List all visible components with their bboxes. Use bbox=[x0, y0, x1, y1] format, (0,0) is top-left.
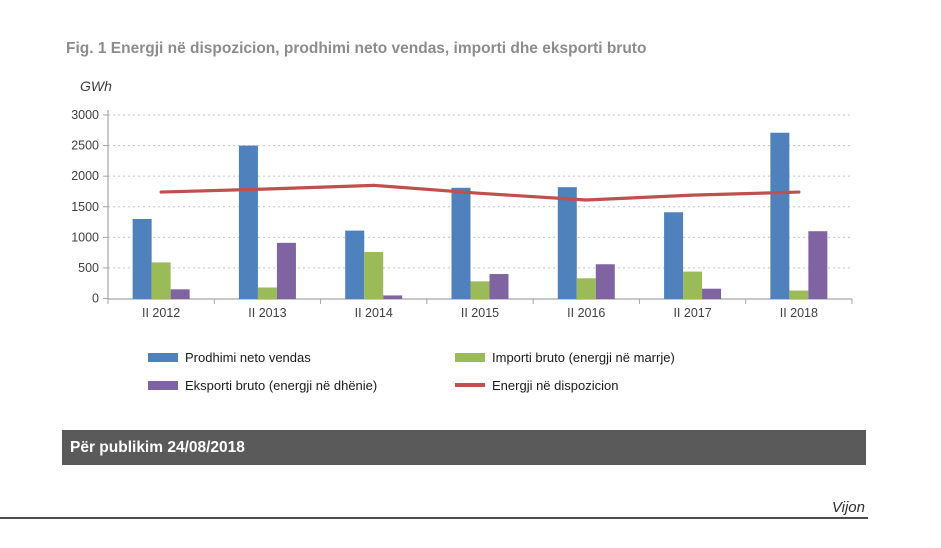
x-category-label: II 2018 bbox=[780, 306, 818, 320]
y-axis-unit-label: GWh bbox=[80, 78, 112, 94]
bar bbox=[808, 231, 828, 299]
bar bbox=[702, 288, 722, 299]
bar bbox=[257, 287, 277, 299]
y-tick-label: 1500 bbox=[71, 200, 99, 214]
bar bbox=[383, 295, 403, 299]
publication-date-bar: Për publikim 24/08/2018 bbox=[62, 430, 866, 465]
bar bbox=[683, 271, 703, 299]
publication-date-text: Për publikim 24/08/2018 bbox=[70, 438, 245, 456]
bar bbox=[595, 264, 615, 299]
figure-title: Fig. 1 Energji në dispozicion, prodhimi … bbox=[66, 40, 647, 57]
y-tick-label: 1000 bbox=[71, 230, 99, 244]
bar bbox=[132, 218, 152, 299]
chart-legend: Prodhimi neto vendas Importi bruto (ener… bbox=[148, 343, 675, 399]
legend-item-eksporti: Eksporti bruto (energji në dhënie) bbox=[148, 378, 455, 393]
x-category-label: II 2012 bbox=[142, 306, 180, 320]
x-category-label: II 2017 bbox=[673, 306, 711, 320]
legend-swatch-red-line bbox=[455, 383, 485, 387]
continuation-label: Vijon bbox=[831, 499, 865, 516]
y-tick-label: 500 bbox=[78, 261, 99, 275]
bar bbox=[489, 274, 509, 299]
bottom-rule bbox=[0, 517, 868, 519]
x-category-label: II 2014 bbox=[355, 306, 393, 320]
legend-item-dispozicion: Energji në dispozicion bbox=[455, 378, 675, 393]
energy-chart: 0 500 1000 1500 2000 2500 3000 II 2012 II 2013 II… bbox=[71, 108, 853, 320]
bar bbox=[664, 212, 684, 299]
bar bbox=[576, 278, 596, 299]
bar bbox=[364, 252, 384, 299]
legend-swatch-green-bar bbox=[455, 352, 485, 362]
bar bbox=[345, 230, 365, 299]
bar bbox=[770, 132, 790, 299]
y-tick-label: 2000 bbox=[71, 169, 99, 183]
legend-swatch-blue-bar bbox=[148, 352, 178, 362]
bar bbox=[451, 187, 471, 299]
y-tick-label: 0 bbox=[92, 292, 99, 306]
y-tick-label: 3000 bbox=[71, 108, 99, 122]
x-category-label: II 2016 bbox=[567, 306, 605, 320]
line-series bbox=[159, 183, 801, 202]
x-category-label: II 2015 bbox=[461, 306, 499, 320]
x-category-label: II 2013 bbox=[248, 306, 286, 320]
legend-label: Energji në dispozicion bbox=[492, 377, 619, 393]
bar bbox=[276, 242, 296, 299]
legend-item-importi: Importi bruto (energji në marrje) bbox=[455, 350, 675, 365]
legend-item-prodhimi: Prodhimi neto vendas bbox=[148, 350, 455, 365]
bar bbox=[170, 289, 190, 299]
bar bbox=[557, 187, 577, 299]
legend-swatch-purple-bar bbox=[148, 380, 178, 390]
bar bbox=[470, 281, 490, 299]
y-tick-label: 2500 bbox=[71, 139, 99, 153]
legend-label: Importi bruto (energji në marrje) bbox=[492, 349, 675, 365]
bar bbox=[238, 145, 258, 299]
bar bbox=[789, 290, 809, 299]
legend-label: Prodhimi neto vendas bbox=[185, 349, 311, 365]
legend-label: Eksporti bruto (energji në dhënie) bbox=[185, 377, 378, 393]
bar bbox=[151, 262, 171, 299]
